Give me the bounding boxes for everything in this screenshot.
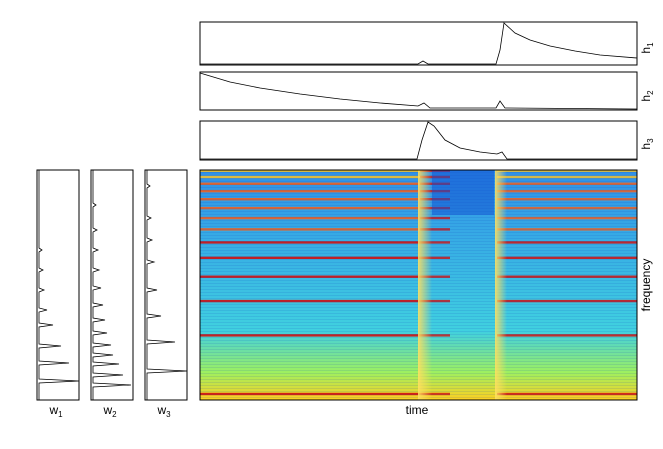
harmonic-row (200, 153, 420, 155)
h2-curve (199, 72, 638, 110)
harmonic-row (497, 175, 637, 179)
label-letter: h (639, 143, 653, 150)
harmonic-row (420, 228, 450, 231)
dark-region (432, 170, 494, 215)
harmonic-row (200, 299, 420, 303)
w1-label: w1 (48, 403, 63, 419)
label-letter: w (156, 403, 166, 417)
label-letter: h (639, 47, 653, 54)
h1-label: h1 (639, 42, 655, 54)
harmonic-row (497, 206, 637, 210)
h2-panel (199, 71, 638, 111)
harmonic-row (200, 206, 420, 210)
harmonic-row (497, 241, 637, 244)
w1-panel (36, 169, 80, 401)
harmonic-row (497, 148, 637, 150)
label-letter: w (48, 403, 58, 417)
harmonic-row (420, 144, 450, 146)
harmonic-row (497, 392, 637, 396)
harmonic-row (200, 164, 420, 166)
harmonic-row (420, 299, 450, 303)
label-index: 2 (646, 90, 655, 95)
h3-curve (200, 121, 637, 160)
harmonic-row (497, 189, 637, 193)
harmonic-row (497, 153, 637, 155)
harmonic-row (200, 189, 420, 193)
harmonic-row (497, 299, 637, 303)
label-index: 1 (646, 42, 655, 47)
w1-curve (38, 170, 80, 400)
label-index: 3 (646, 138, 655, 143)
harmonic-row (497, 198, 637, 201)
harmonic-row (200, 334, 420, 337)
w3-panel (144, 169, 188, 401)
y-label: frequency (639, 259, 653, 312)
harmonic-row (497, 275, 637, 278)
harmonic-row (200, 175, 420, 179)
h-panels (199, 21, 638, 161)
harmonic-row (200, 182, 420, 185)
h1-panel (199, 21, 638, 66)
label-index: 1 (58, 410, 63, 419)
harmonic-row (497, 256, 637, 260)
harmonic-row (420, 164, 450, 166)
harmonic-row (497, 216, 637, 220)
h1-curve (200, 22, 638, 65)
harmonic-row (200, 198, 420, 201)
w2-label: w2 (102, 403, 117, 419)
harmonic-row (420, 256, 450, 260)
harmonic-row (420, 392, 450, 396)
spectrogram (200, 144, 637, 400)
harmonic-row (497, 228, 637, 231)
label-letter: h (639, 95, 653, 102)
harmonic-row (200, 275, 420, 278)
harmonic-row (200, 144, 420, 146)
h2-label: h2 (639, 90, 655, 102)
spectrogram-frame (199, 169, 638, 401)
x-label: time (406, 403, 429, 417)
harmonic-row (420, 153, 450, 155)
harmonic-row (420, 334, 450, 337)
label-index: 2 (112, 410, 117, 419)
harmonic-row (200, 170, 420, 172)
harmonic-row (200, 392, 420, 396)
w3-curve (146, 170, 188, 400)
w3-label: w3 (156, 403, 171, 419)
label-index: 3 (166, 410, 171, 419)
harmonic-row (497, 144, 637, 146)
harmonic-row (497, 182, 637, 185)
onset-band (495, 170, 507, 400)
h3-panel (199, 120, 638, 161)
onset-band (418, 170, 432, 400)
w2-curve (92, 170, 132, 400)
harmonic-row (420, 275, 450, 278)
harmonic-row (497, 334, 637, 337)
harmonic-row (200, 228, 420, 231)
w2-panel (90, 169, 134, 401)
harmonic-row (497, 164, 637, 166)
harmonic-row (200, 216, 420, 220)
harmonic-row (200, 148, 420, 150)
h3-label: h3 (639, 138, 655, 150)
harmonic-row (200, 241, 420, 244)
harmonic-row (497, 170, 637, 172)
harmonic-row (420, 216, 450, 220)
harmonic-row (420, 148, 450, 150)
label-letter: w (102, 403, 112, 417)
harmonic-row (420, 241, 450, 244)
harmonic-row (200, 256, 420, 260)
